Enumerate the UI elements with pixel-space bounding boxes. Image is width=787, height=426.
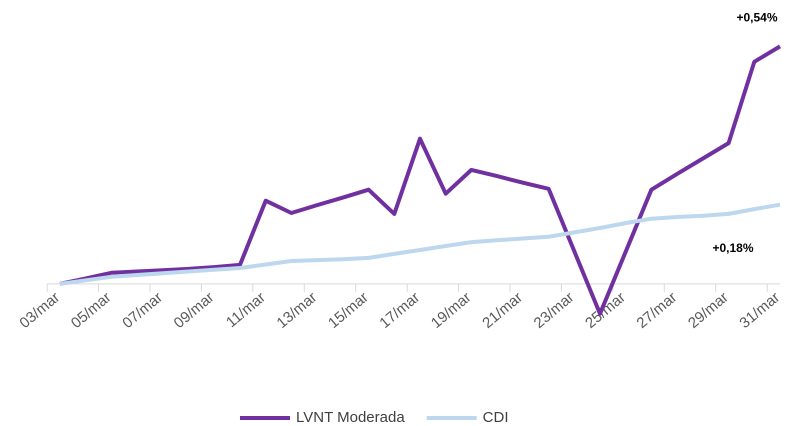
x-tick-label: 09/mar: [171, 289, 218, 332]
legend-label: LVNT Moderada: [296, 409, 405, 426]
x-tick-label: 27/mar: [634, 289, 681, 332]
x-tick-label: 13/mar: [274, 289, 321, 332]
series-line: [59, 202, 781, 286]
x-tick-label: 29/mar: [685, 289, 732, 332]
legend-label: CDI: [483, 409, 509, 426]
x-tick-label: 17/mar: [376, 289, 423, 332]
value-label: +0,18%: [712, 241, 753, 255]
x-tick-label: 05/mar: [68, 289, 115, 332]
x-tick-label: 31/mar: [736, 289, 783, 332]
x-tick-label: 11/mar: [223, 289, 269, 331]
x-tick-label: 07/mar: [119, 289, 166, 332]
x-tick-label: 21/mar: [479, 289, 526, 332]
x-tick-label: 15/mar: [325, 289, 372, 332]
x-tick-label: 19/mar: [428, 289, 475, 332]
x-tick-label: 23/mar: [531, 289, 578, 332]
series-line: [59, 44, 782, 316]
value-label: +0,54%: [736, 11, 777, 25]
x-tick-label: 03/mar: [16, 289, 63, 332]
